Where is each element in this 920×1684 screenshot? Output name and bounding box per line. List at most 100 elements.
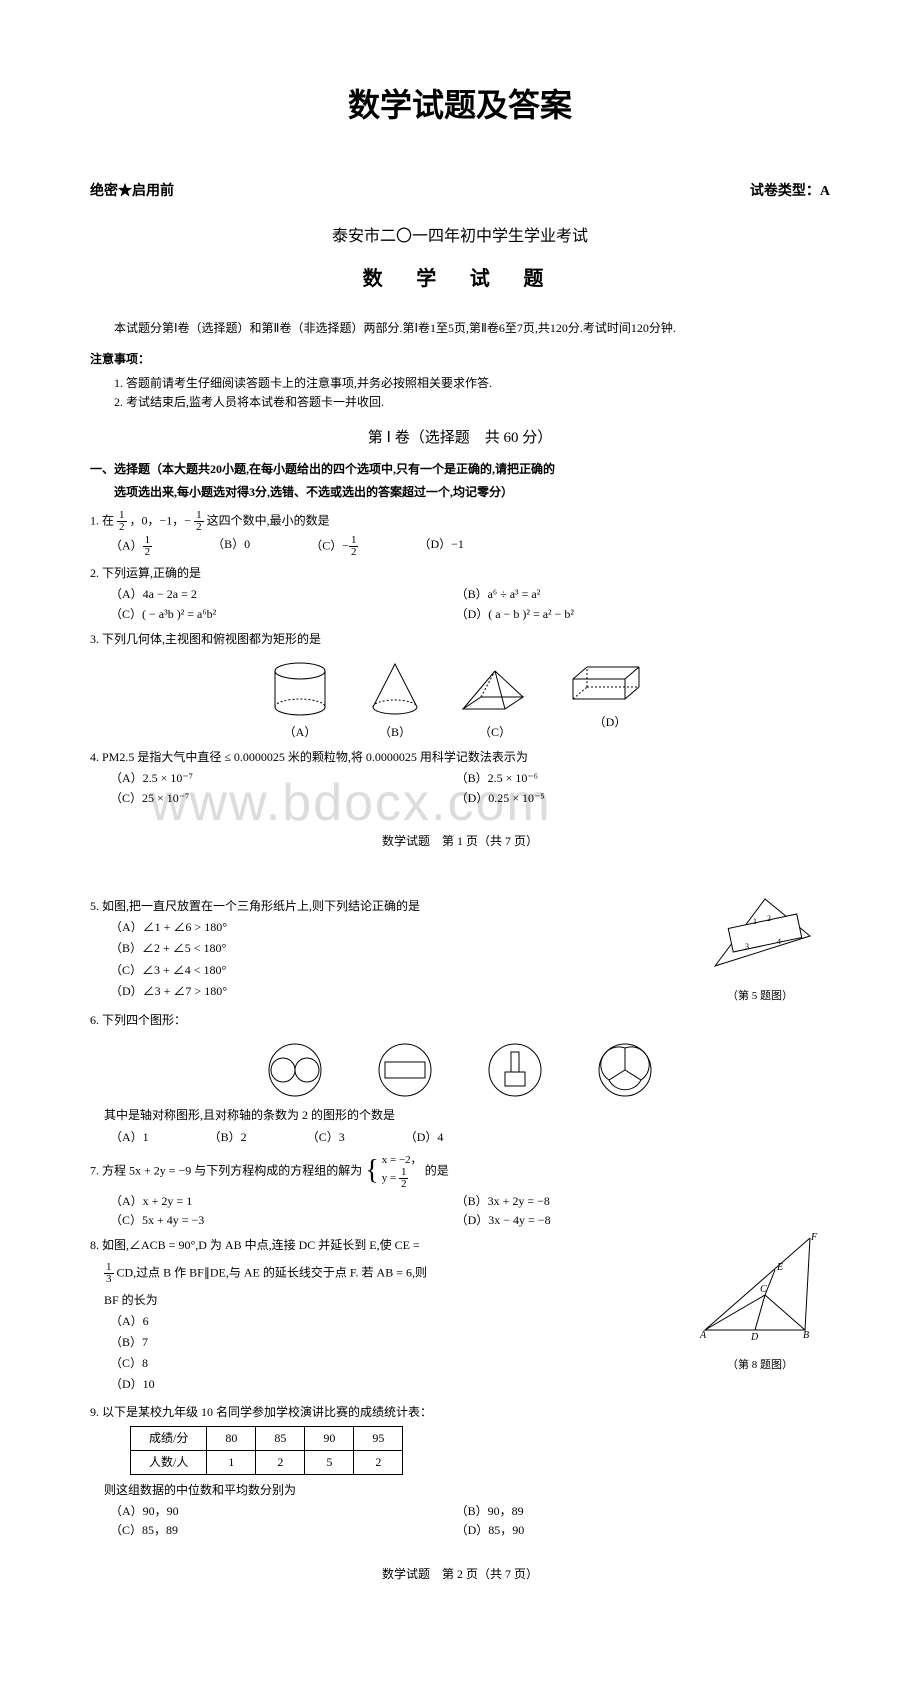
- q8-opt-b: （B）7: [110, 1333, 680, 1352]
- bigq-line1: 一、选择题（本大题共20小题,在每小题给出的四个选项中,只有一个是正确的,请把正…: [90, 460, 830, 479]
- q6-figures: [90, 1040, 830, 1100]
- page1-footer: 数学试题 第 1 页（共 7 页）: [90, 832, 830, 851]
- q9-opt-c: （C）85，89: [110, 1521, 456, 1540]
- q7-stem-post: 的是: [425, 1163, 449, 1177]
- subject-title: 数 学 试 题: [90, 263, 830, 295]
- q9-r2-c0: 1: [207, 1450, 256, 1474]
- q2-stem: 2. 下列运算,正确的是: [90, 564, 830, 583]
- intro-text: 本试题分第Ⅰ卷（选择题）和第Ⅱ卷（非选择题）两部分.第Ⅰ卷1至5页,第Ⅱ卷6至7…: [90, 319, 830, 338]
- svg-text:A: A: [699, 1330, 707, 1341]
- q9-stem: 9. 以下是某校九年级 10 名同学参加学校演讲比赛的成绩统计表：: [90, 1403, 830, 1422]
- q3-fig-b: （B）: [365, 659, 425, 742]
- q7-opt-d: （D）3x − 4y = −8: [456, 1211, 802, 1230]
- prism-icon: [455, 659, 535, 719]
- q3-label-a: （A）: [284, 725, 317, 739]
- q6-sub: 其中是轴对称图形,且对称轴的条数为 2 的图形的个数是: [104, 1106, 830, 1125]
- q6-opt-a: （A）1: [110, 1128, 149, 1147]
- q3-fig-d: （D）: [565, 659, 655, 742]
- q3-fig-a: （A）: [265, 659, 335, 742]
- notice-heading: 注意事项：: [90, 350, 830, 369]
- q4-opt-d: （D）0.25 × 10⁻⁵: [456, 789, 802, 808]
- q8-opt-a: （A）6: [110, 1312, 680, 1331]
- q5-opt-c: （C）∠3 + ∠4 < 180°: [110, 961, 680, 980]
- q1-opt-b: （B）0: [212, 535, 250, 558]
- q4-stem: 4. PM2.5 是指大气中直径 ≤ 0.0000025 米的颗粒物,将 0.0…: [90, 748, 830, 767]
- q7-stem-pre: 7. 方程 5x + 2y = −9 与下列方程构成的方程组的解为: [90, 1163, 362, 1177]
- q8-fig-label: （第 8 题图）: [690, 1357, 830, 1375]
- q9-r1-c3: 95: [354, 1426, 403, 1450]
- svg-text:3: 3: [745, 942, 749, 951]
- q9-r1-c2: 90: [305, 1426, 354, 1450]
- q1-options: （A）12 （B）0 （C）−12 （D）−1: [110, 535, 830, 558]
- q1-stem-pre: 1. 在: [90, 514, 114, 528]
- q1-stem: 1. 在 12 ，0，−1，− 12 这四个数中,最小的数是: [90, 510, 830, 533]
- q7-opt-a: （A）x + 2y = 1: [110, 1192, 456, 1211]
- q8-stem-l1: 8. 如图,∠ACB = 90°,D 为 AB 中点,连接 DC 并延长到 E,…: [90, 1236, 680, 1255]
- svg-text:1: 1: [753, 917, 757, 926]
- q1-stem-post: 这四个数中,最小的数是: [207, 514, 330, 528]
- svg-text:D: D: [750, 1332, 759, 1343]
- q6-opt-c: （C）3: [307, 1128, 345, 1147]
- q3-label-d: （D）: [594, 715, 627, 729]
- q9-r2-c3: 2: [354, 1450, 403, 1474]
- q9-options: （A）90，90 （B）90，89 （C）85，89 （D）85，90: [110, 1502, 830, 1540]
- q6-options: （A）1 （B）2 （C）3 （D）4: [110, 1128, 830, 1147]
- q3-label-b: （B）: [379, 725, 411, 739]
- q9-opt-a: （A）90，90: [110, 1502, 456, 1521]
- document-title: 数学试题及答案: [90, 80, 830, 131]
- notice-item-1: 1. 答题前请考生仔细阅读答题卡上的注意事项,并务必按照相关要求作答.: [90, 374, 830, 393]
- svg-text:C: C: [760, 1284, 767, 1295]
- q9-sub: 则这组数据的中位数和平均数分别为: [104, 1481, 830, 1500]
- q5-stem: 5. 如图,把一直尺放置在一个三角形纸片上,则下列结论正确的是: [90, 897, 680, 916]
- bigq-line2: 选项选出来,每小题选对得3分,选错、不选或选出的答案超过一个,均记零分）: [90, 483, 830, 502]
- q4-opt-a: （A）2.5 × 10⁻⁷: [110, 769, 456, 788]
- header-right: 试卷类型：A: [750, 181, 830, 203]
- q9-r2-head: 人数/人: [131, 1450, 207, 1474]
- q4-options: （A）2.5 × 10⁻⁷ （B）2.5 × 10⁻⁶ （C）25 × 10⁻⁷…: [110, 769, 830, 807]
- table-row: 人数/人 1 2 5 2: [131, 1450, 403, 1474]
- q1-opt-c: （C）−12: [310, 535, 358, 558]
- q7-options: （A）x + 2y = 1 （B）3x + 2y = −8 （C）5x + 4y…: [110, 1192, 830, 1230]
- notice-item-2: 2. 考试结束后,监考人员将本试卷和答题卡一并收回.: [90, 393, 830, 412]
- q2-opt-a: （A）4a − 2a = 2: [110, 585, 456, 604]
- q9-r2-c2: 5: [305, 1450, 354, 1474]
- q8-figure: A B C D E F: [695, 1230, 825, 1350]
- q3-figures: （A） （B） （C） （D）: [90, 659, 830, 742]
- q1-opt-a: （A）12: [110, 535, 152, 558]
- q6-fig-2: [365, 1040, 445, 1100]
- svg-text:F: F: [810, 1232, 818, 1243]
- part1-title: 第 Ⅰ 卷（选择题 共 60 分）: [90, 426, 830, 450]
- q8-opt-c: （C）8: [110, 1354, 680, 1373]
- q2-opt-b: （B）a⁶ ÷ a³ = a²: [456, 585, 802, 604]
- svg-text:B: B: [803, 1330, 809, 1341]
- svg-text:2: 2: [767, 914, 771, 923]
- cuboid-icon: [565, 659, 655, 709]
- page2-footer: 数学试题 第 2 页（共 7 页）: [90, 1565, 830, 1584]
- cone-icon: [365, 659, 425, 719]
- q5-opt-d: （D）∠3 + ∠7 > 180°: [110, 982, 680, 1001]
- q8-stem-l2-post: CD,过点 B 作 BF∥DE,与 AE 的延长线交于点 F. 若 AB = 6…: [117, 1265, 428, 1279]
- q2-options: （A）4a − 2a = 2 （B）a⁶ ÷ a³ = a² （C）( − a³…: [110, 585, 830, 623]
- header-line: 绝密★启用前 试卷类型：A: [90, 181, 830, 203]
- q9-r2-c1: 2: [256, 1450, 305, 1474]
- q5-opt-a: （A）∠1 + ∠6 > 180°: [110, 918, 680, 937]
- q7-brace-top: x = −2，: [382, 1154, 422, 1166]
- q1-frac1: 12: [117, 510, 127, 533]
- exam-title: 泰安市二〇一四年初中学生学业考试: [90, 224, 830, 250]
- q6-opt-d: （D）4: [405, 1128, 444, 1147]
- q8-stem-l3: BF 的长为: [104, 1291, 680, 1310]
- svg-text:4: 4: [777, 937, 781, 946]
- q5-opt-b: （B）∠2 + ∠5 < 180°: [110, 939, 680, 958]
- q9-r1-head: 成绩/分: [131, 1426, 207, 1450]
- q7-opt-c: （C）5x + 4y = −3: [110, 1211, 456, 1230]
- q9-table: 成绩/分 80 85 90 95 人数/人 1 2 5 2: [130, 1426, 403, 1475]
- q1-frac2: 12: [194, 510, 204, 533]
- q9-opt-d: （D）85，90: [456, 1521, 802, 1540]
- q6-fig-3: [475, 1040, 555, 1100]
- q2-opt-d: （D）( a − b )² = a² − b²: [456, 605, 802, 624]
- q3-stem: 3. 下列几何体,主视图和俯视图都为矩形的是: [90, 630, 830, 649]
- q4-opt-c: （C）25 × 10⁻⁷: [110, 789, 456, 808]
- q5-figure: 1 2 3 4: [695, 891, 825, 981]
- q5-options: （A）∠1 + ∠6 > 180° （B）∠2 + ∠5 < 180° （C）∠…: [110, 918, 680, 1001]
- q8-stem-l2: 13 CD,过点 B 作 BF∥DE,与 AE 的延长线交于点 F. 若 AB …: [104, 1262, 680, 1285]
